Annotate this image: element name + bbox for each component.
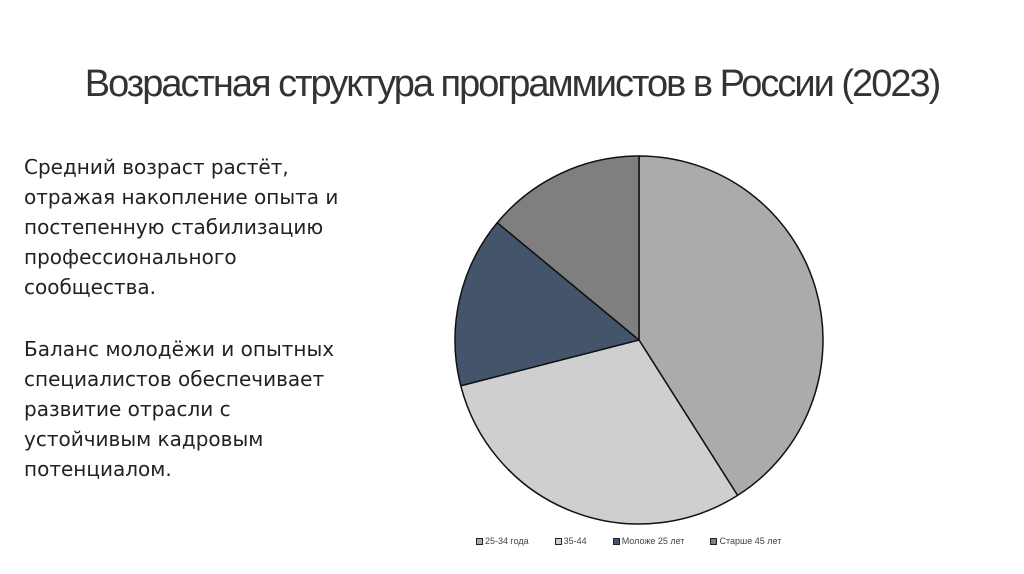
- legend-swatch-35-44: [554, 537, 562, 545]
- legend-swatch-25-34: [476, 537, 483, 545]
- body-paragraph-2: Баланс молодёжи и опытных специалистов о…: [24, 337, 335, 481]
- pie-slice-35-44: [460, 339, 739, 525]
- body-paragraph-1: Средний возраст растёт, отражая накоплен…: [24, 155, 339, 299]
- legend-label-35-44: 35-44: [563, 536, 587, 546]
- legend-item-over-45: Старше 45 лет: [710, 536, 781, 546]
- legend-item-35-44: 35-44: [554, 536, 587, 546]
- slide-title: Возрастная структура программистов в Рос…: [84, 63, 942, 105]
- pie-slice-25-34: [638, 155, 824, 497]
- legend-item-under-25: Моложе 25 лет: [612, 536, 685, 546]
- legend-label-25-34: 25-34 года: [485, 536, 529, 546]
- legend-item-25-34: 25-34 года: [476, 536, 529, 546]
- chart-legend: 25-34 года 35-44 Моложе 25 лет Старше 45…: [476, 536, 781, 546]
- legend-label-under-25: Моложе 25 лет: [621, 536, 685, 546]
- legend-label-over-45: Старше 45 лет: [719, 536, 782, 546]
- pie-slice-under-25: [454, 221, 640, 387]
- pie-slice-over-45: [496, 155, 640, 341]
- legend-swatch-over-45: [710, 537, 718, 545]
- pie-chart: [454, 155, 824, 525]
- legend-swatch-under-25: [612, 537, 620, 545]
